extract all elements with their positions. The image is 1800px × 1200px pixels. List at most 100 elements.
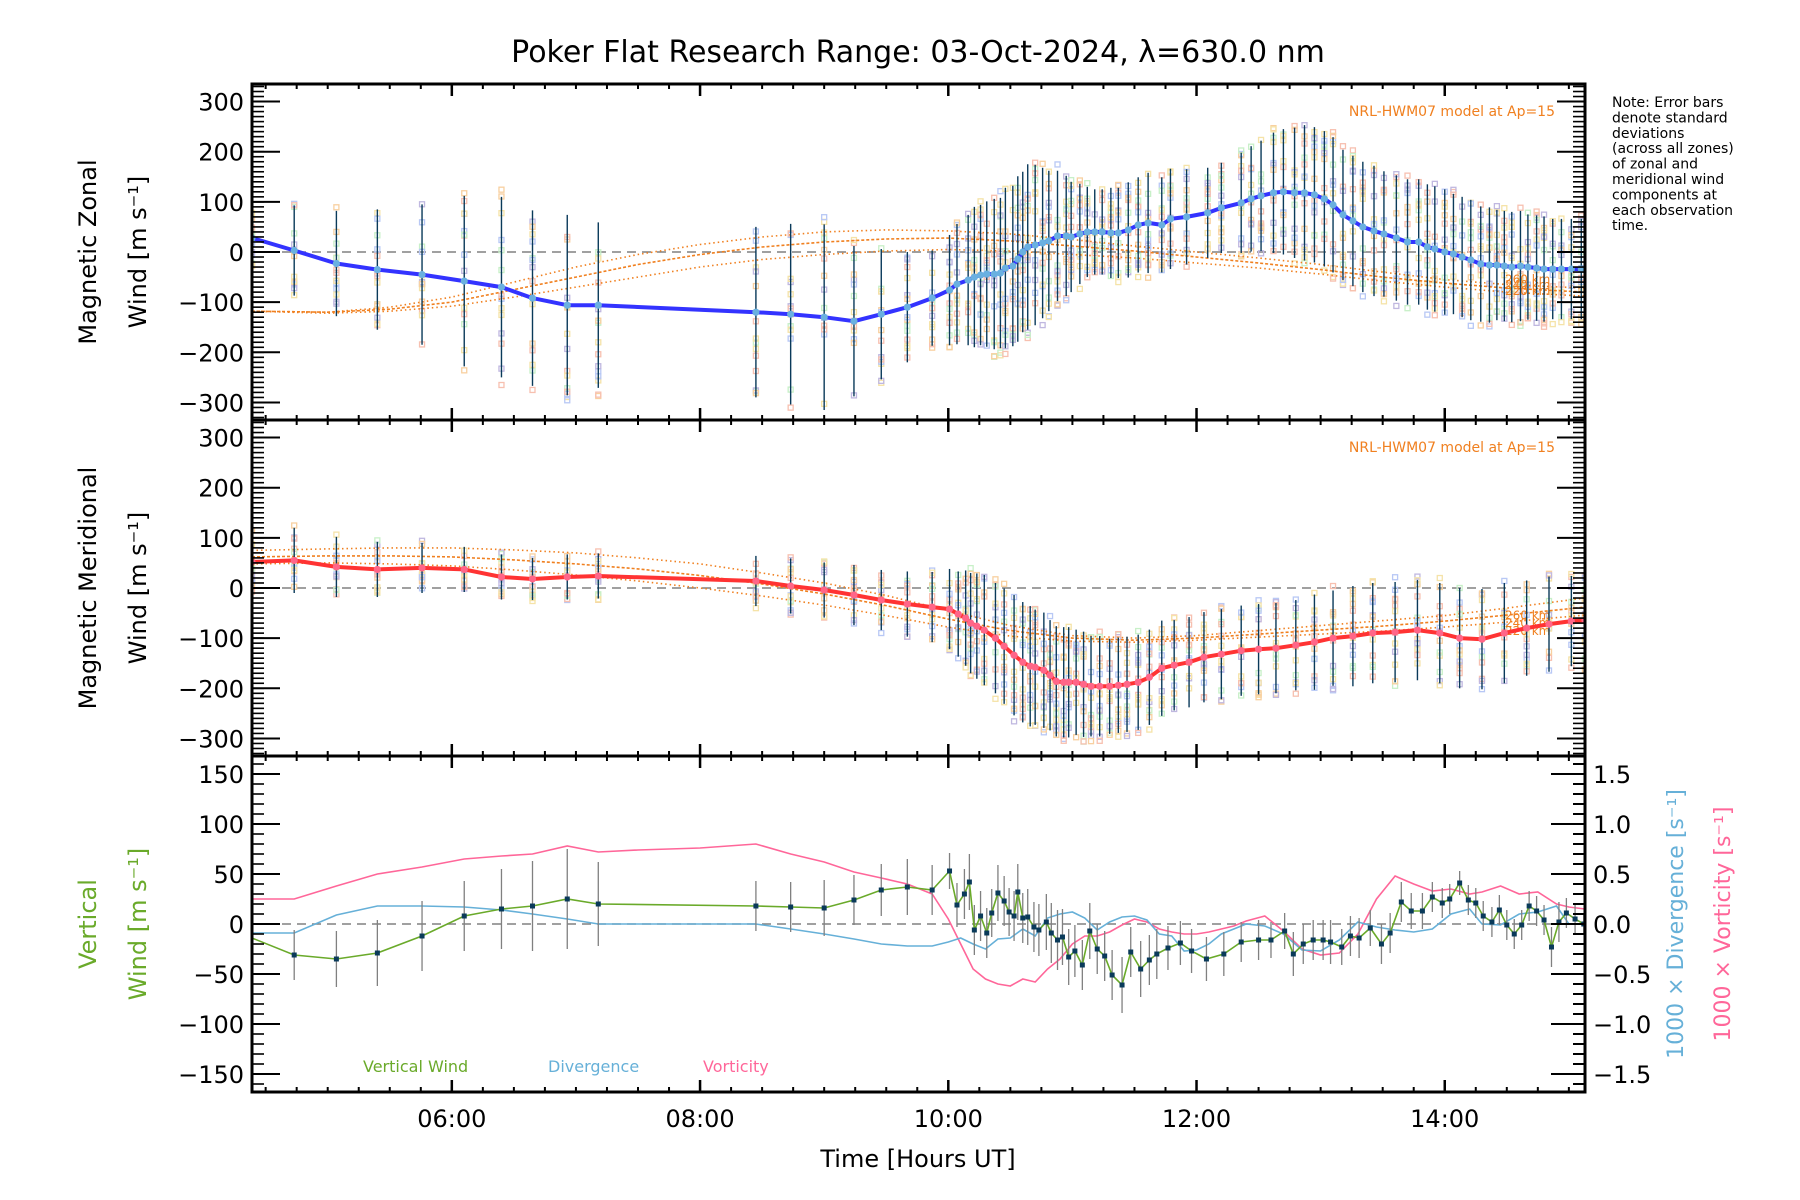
zone-marker — [1000, 580, 1008, 587]
data-point — [1000, 642, 1008, 650]
y-tick-label: 100 — [198, 811, 244, 839]
data-point — [374, 950, 380, 956]
zone-marker — [498, 549, 505, 556]
data-point — [1457, 880, 1463, 886]
data-point — [1043, 919, 1049, 925]
data-point — [1519, 922, 1525, 928]
data-point — [373, 265, 381, 274]
data-point — [1524, 263, 1532, 271]
note-line: (across all zones) — [1612, 141, 1734, 157]
data-point — [990, 270, 998, 278]
zone-marker — [461, 190, 468, 197]
data-point — [563, 573, 571, 581]
data-point — [976, 271, 985, 279]
zone-marker — [1533, 208, 1540, 215]
data-point — [787, 582, 795, 590]
data-point — [973, 622, 981, 630]
data-point — [1200, 653, 1208, 661]
zone-marker — [1329, 275, 1337, 282]
y-axis-label-line2: Wind [m s⁻¹] — [124, 512, 152, 664]
data-point — [1449, 250, 1458, 258]
zone-marker — [1255, 694, 1262, 701]
data-point — [1480, 913, 1486, 919]
zone-marker — [498, 381, 505, 389]
data-point — [1203, 956, 1209, 962]
zone-marker — [333, 204, 340, 211]
data-point — [1170, 661, 1178, 669]
data-point — [1415, 238, 1423, 246]
data-point — [1024, 243, 1032, 251]
data-point — [928, 603, 936, 611]
data-point — [991, 634, 1000, 642]
zone-marker — [1123, 732, 1131, 740]
zone-marker — [1404, 172, 1411, 179]
zone-marker — [498, 186, 505, 193]
data-point — [418, 270, 426, 279]
data-point — [291, 952, 297, 958]
data-point — [903, 600, 911, 608]
data-point — [1065, 678, 1073, 686]
data-point — [945, 286, 954, 294]
zone-marker — [1115, 733, 1122, 740]
zone-marker — [1146, 726, 1153, 733]
data-point — [1106, 682, 1114, 690]
data-point — [1403, 238, 1412, 246]
data-point — [752, 308, 760, 316]
data-point — [1369, 629, 1377, 637]
data-point — [1221, 951, 1227, 957]
right-tick-label: 0.0 — [1593, 911, 1631, 939]
zone-marker — [1072, 734, 1080, 741]
data-point — [1557, 265, 1566, 273]
model-curve-240km — [252, 555, 1585, 642]
data-point — [1310, 638, 1319, 646]
zone-marker — [252, 216, 256, 223]
data-point — [1256, 937, 1262, 943]
zone-marker — [1414, 573, 1421, 580]
data-point — [1204, 209, 1212, 217]
y-tick-label: 200 — [198, 139, 244, 167]
chart-title: Poker Flat Research Range: 03-Oct-2024, … — [511, 35, 1325, 70]
data-point — [1473, 900, 1479, 906]
y-axis-label-line1: Magnetic Zonal — [74, 159, 102, 344]
note-line: time. — [1612, 218, 1648, 234]
zone-marker — [1270, 126, 1277, 133]
data-point — [1269, 189, 1278, 197]
data-point — [1282, 928, 1288, 934]
data-point — [1572, 916, 1578, 922]
data-point — [947, 868, 953, 874]
data-point — [1052, 677, 1060, 685]
data-point — [1423, 243, 1431, 251]
zone-marker — [1024, 331, 1031, 339]
data-point — [460, 277, 468, 285]
data-point — [1328, 939, 1334, 945]
zone-marker — [1046, 612, 1054, 620]
zone-marker — [1063, 297, 1070, 304]
data-point — [1247, 195, 1255, 203]
zone-marker — [1039, 321, 1046, 329]
data-point — [1076, 230, 1084, 238]
x-tick-label: 08:00 — [665, 1105, 734, 1133]
zone-marker — [1144, 274, 1152, 281]
data-point — [1392, 234, 1400, 242]
data-point — [498, 906, 504, 912]
data-point — [1011, 913, 1017, 919]
data-point — [966, 879, 972, 885]
data-point — [821, 905, 827, 911]
note-line: of zonal and — [1612, 157, 1698, 173]
y-tick-label: 300 — [198, 89, 244, 117]
data-point — [497, 283, 506, 291]
data-point — [528, 294, 537, 302]
zone-marker — [252, 541, 256, 548]
data-point — [1019, 248, 1027, 256]
data-point — [594, 572, 602, 580]
data-point — [1001, 898, 1007, 904]
x-axis-label: Time [Hours UT] — [819, 1145, 1015, 1173]
note-line: deviations — [1612, 126, 1684, 142]
zone-marker — [1359, 293, 1366, 300]
data-point — [1339, 944, 1345, 950]
zone-marker — [1255, 597, 1262, 604]
data-point — [1079, 962, 1085, 968]
data-point — [332, 563, 340, 571]
y-tick-label: 100 — [198, 189, 244, 217]
